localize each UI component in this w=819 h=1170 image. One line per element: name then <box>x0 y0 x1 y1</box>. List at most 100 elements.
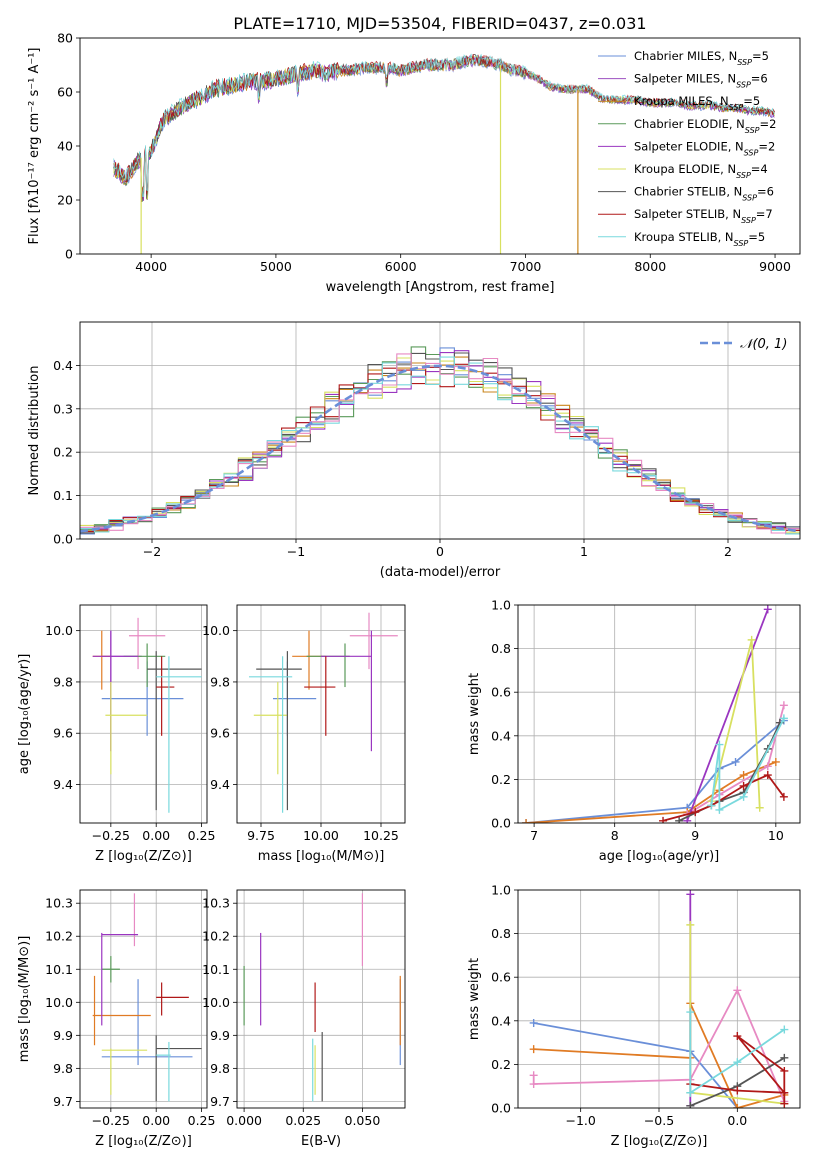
weight-marker <box>522 819 531 823</box>
legend-label: Salpeter MILES, NSSP=6 <box>634 72 768 90</box>
x-tick-label: 9.75 <box>247 828 275 843</box>
histogram-series <box>80 353 800 534</box>
y-tick-label: 20 <box>57 193 73 208</box>
subplot-mass-vs-Z: −0.25 0.00 0.25 9.7 9.8 9.9 10.0 10.1 10.2 10.3 Z … <box>17 889 216 1149</box>
y-axis-label: age [log₁₀(age/yr)] <box>17 654 32 775</box>
legend-label: Kroupa ELODIE, NSSP=4 <box>634 162 768 180</box>
axes-frame <box>79 321 801 540</box>
legend-label: Kroupa MILES, NSSP=5 <box>634 94 760 112</box>
errorbar-point <box>128 617 166 670</box>
weight-marker <box>686 1008 695 1017</box>
errorbar-point <box>155 1035 202 1102</box>
x-tick-label: 8 <box>611 828 619 843</box>
y-tick-label: 9.8 <box>53 1061 73 1076</box>
errorbar-point <box>105 681 148 775</box>
errorbar-point <box>306 643 350 688</box>
weight-marker <box>771 757 780 766</box>
x-tick-label: 0.000 <box>226 1113 262 1128</box>
errorbars <box>243 893 401 1102</box>
errorbar-point <box>123 643 166 688</box>
x-tick-label: −0.25 <box>92 828 130 843</box>
weight-marker <box>733 986 742 995</box>
y-tick-label: 0 <box>65 247 73 262</box>
weight-marker <box>529 1045 538 1054</box>
x-tick-label: 2 <box>724 544 732 559</box>
x-axis-label: wavelength [Angstrom, rest frame] <box>326 280 555 295</box>
weight-marker <box>780 1099 789 1108</box>
x-tick-label: 6000 <box>385 259 417 274</box>
weight-marker <box>529 1071 538 1080</box>
y-axis-label: Normed distribution <box>27 366 42 496</box>
legend-label: Salpeter STELIB, NSSP=7 <box>634 207 773 225</box>
errorbar-point <box>101 979 193 1066</box>
y-tick-label: 10.0 <box>45 623 73 638</box>
y-axis-label: mass [log₁₀(M/M⊙)] <box>17 936 32 1063</box>
y-tick-label: 9.6 <box>53 726 73 741</box>
subplot-residuals: −2 −1 0 1 2 0.0 0.1 0.2 0.3 0.4 (data-model)/error… <box>27 321 801 580</box>
x-tick-label: 9000 <box>759 259 791 274</box>
x-axis-label: E(B-V) <box>301 1134 341 1149</box>
y-tick-label: 9.7 <box>210 1094 230 1109</box>
x-tick-label: 0.00 <box>142 828 170 843</box>
weight-marker <box>739 771 748 780</box>
y-tick-label: 9.6 <box>210 726 230 741</box>
x-tick-label: 0.050 <box>345 1113 381 1128</box>
spectrum-series <box>113 53 775 198</box>
errorbar-point <box>256 651 302 811</box>
x-tick-label: 7000 <box>510 259 542 274</box>
x-axis-label: (data-model)/error <box>380 565 501 580</box>
weight-marker <box>733 1032 742 1041</box>
y-axis-label: mass weight <box>467 958 482 1040</box>
y-tick-label: 10.1 <box>45 962 73 977</box>
y-tick-label: 0.2 <box>53 445 73 460</box>
weight-marker <box>715 805 724 814</box>
errorbar-point <box>92 630 111 690</box>
y-tick-label: 9.4 <box>53 777 73 792</box>
gaussian-curve <box>80 364 800 533</box>
errorbar-point <box>156 1041 171 1102</box>
weight-series <box>689 1012 785 1095</box>
weight-marker <box>683 816 692 823</box>
subplot-age-vs-Z: −0.25 0.00 0.25 9.4 9.6 9.8 10.0 Z [log₁₀(Z/Z⊙)… <box>17 604 215 864</box>
axes-frame <box>517 889 801 1109</box>
x-tick-label: 0.00 <box>142 1113 170 1128</box>
weight-series <box>686 609 769 822</box>
weight-marker <box>529 1018 538 1027</box>
figure-title: PLATE=1710, MJD=53504, FIBERID=0437, z=0… <box>233 14 646 33</box>
errorbar-point <box>349 612 398 670</box>
x-axis-label: age [log₁₀(age/yr)] <box>599 849 720 864</box>
weight-marker <box>707 801 716 810</box>
axes-frame <box>236 604 406 824</box>
errorbar-point <box>92 975 151 1046</box>
weight-marker <box>780 1025 789 1034</box>
weight-marker <box>763 762 772 771</box>
x-tick-label: 0.25 <box>188 1113 216 1128</box>
y-tick-label: 0.4 <box>53 358 73 373</box>
weight-marker <box>755 803 764 812</box>
y-tick-label: 9.8 <box>210 674 230 689</box>
y-tick-label: 0.4 <box>491 728 511 743</box>
y-tick-label: 0.2 <box>491 772 511 787</box>
y-tick-label: 10.3 <box>202 896 230 911</box>
weight-marker <box>733 1104 742 1108</box>
y-tick-label: 1.0 <box>491 598 511 613</box>
axes-frame <box>517 604 801 824</box>
axes-frame <box>236 889 406 1109</box>
x-axis-label: mass [log₁₀(M/M⊙)] <box>258 849 385 864</box>
x-tick-label: 4000 <box>135 259 167 274</box>
x-tick-label: 0.0 <box>727 1113 747 1128</box>
legend-label: Chabrier STELIB, NSSP=6 <box>634 185 774 203</box>
errorbar-point <box>304 656 336 736</box>
subplot-spectrum: 4000 5000 6000 7000 8000 9000 0 20 40 60 80 wavelen… <box>27 31 801 295</box>
y-axis-label: mass weight <box>467 673 482 755</box>
x-axis-label: Z [log₁₀(Z/Z⊙)] <box>95 849 192 864</box>
weight-series <box>662 773 785 822</box>
weight-marker <box>780 1066 789 1075</box>
errorbar-point <box>101 661 184 736</box>
weight-marker <box>686 1101 695 1108</box>
weight-marker <box>779 714 788 723</box>
errorbar-point <box>101 1048 148 1095</box>
weight-marker <box>733 1086 742 1095</box>
weight-marker <box>675 816 684 823</box>
weight-lines <box>522 605 788 823</box>
